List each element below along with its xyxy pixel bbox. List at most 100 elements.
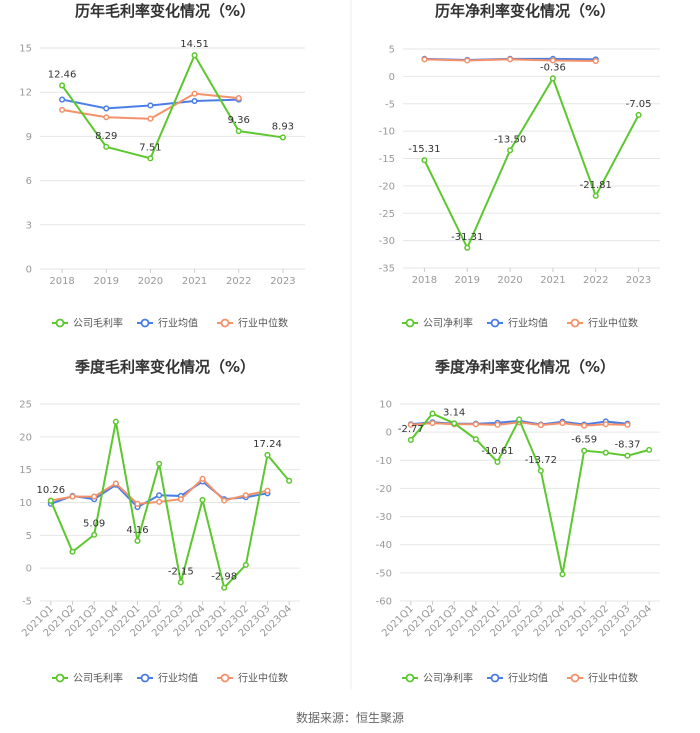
data-point [624,452,631,459]
legend-item[interactable]: 行业中位数 [217,672,288,685]
data-label: -7.05 [626,99,652,110]
legend: 公司毛利率 行业均值 行业中位数 [52,672,288,685]
data-point [242,561,249,568]
data-point [147,155,154,162]
legend-marker [570,318,580,328]
data-point [147,115,154,122]
y-tick-label: -25 [379,209,395,220]
data-point [235,95,242,102]
data-point [69,493,76,500]
data-label: 4.16 [126,525,148,536]
legend-marker [405,673,415,683]
y-tick-label: 0 [26,265,32,276]
y-tick-label: -20 [379,181,395,192]
y-tick-label: 15 [19,465,32,476]
legend-item[interactable]: 行业中位数 [567,672,638,685]
chart-1: 历年毛利率变化情况（%） 0 3 6 9 12 15 2018 2019 2020 2021 2022… [19,2,305,330]
data-point [646,446,653,453]
data-point [451,420,458,427]
legend-item[interactable]: 公司毛利率 [52,317,123,330]
data-point [464,57,471,64]
legend-item[interactable]: 行业中位数 [217,317,288,330]
data-point [429,410,436,417]
y-tick-label: -20 [376,484,392,495]
x-tick-label: 2023 [626,275,651,286]
data-point [221,584,228,591]
legend-item[interactable]: 公司净利率 [402,317,473,330]
y-tick-label: -15 [379,154,395,165]
data-label: -15.31 [408,144,440,155]
y-tick-label: 0 [26,564,32,575]
data-label: -2.15 [168,566,194,577]
data-point [472,421,479,428]
data-point [559,420,566,427]
x-tick-label: 2018 [412,275,437,286]
y-tick-label: 6 [26,176,32,187]
y-tick-label: -30 [379,236,395,247]
data-point [156,460,163,467]
data-point [59,96,66,103]
data-point [112,418,119,425]
series-company: -15.31 -31.31 -13.50 -0.36 -21.81 -7.05 [408,62,652,251]
data-point [549,57,556,64]
data-point [516,416,523,423]
legend-label: 公司净利率 [423,672,473,685]
data-point [134,500,141,507]
data-source-note: 数据来源：恒生聚源 [295,711,404,725]
x-tick-label: 2021 [182,276,207,287]
y-tick-label: 15 [19,44,32,55]
data-point [91,493,98,500]
legend-label: 行业均值 [158,317,198,330]
legend-item[interactable]: 公司净利率 [402,672,473,685]
data-point [103,143,110,150]
legend-item[interactable]: 公司毛利率 [52,672,123,685]
y-tick-label: -35 [379,264,395,275]
data-label: 9.36 [228,115,250,126]
data-point [472,436,479,443]
legend-item[interactable]: 行业均值 [137,317,198,330]
data-label: 8.93 [272,121,294,132]
legend-label: 行业中位数 [588,317,638,330]
data-point [91,531,98,538]
series-company: 12.46 8.29 7.51 14.51 9.36 8.93 [48,39,294,162]
data-label: -31.31 [451,232,483,243]
data-label: -10.61 [481,446,513,457]
data-point [191,97,198,105]
y-tick-label: -5 [385,99,395,110]
chart-title: 历年毛利率变化情况（%） [75,2,255,20]
data-label: 17.24 [253,439,282,450]
data-point [264,487,271,494]
legend-marker [405,318,415,328]
legend-item[interactable]: 行业中位数 [567,317,638,330]
data-label: -2.77 [398,424,424,435]
legend-item[interactable]: 行业均值 [487,317,548,330]
y-tick-label: 20 [19,432,32,443]
legend-label: 行业均值 [508,672,548,685]
legend-marker [490,318,500,328]
legend-marker [220,673,230,683]
data-label: -0.36 [540,62,566,73]
x-tick-label: 2020 [497,275,522,286]
legend-label: 公司净利率 [423,317,473,330]
data-point [407,421,414,428]
legend-item[interactable]: 行业均值 [487,672,548,685]
data-point [156,498,163,505]
data-label: 14.51 [180,39,209,50]
legend-item[interactable]: 行业均值 [137,672,198,685]
data-label: 12.46 [48,69,77,80]
legend-marker [490,673,500,683]
data-point [592,57,599,65]
y-tick-label: -10 [379,127,395,138]
data-point [494,458,501,466]
data-label: 3.14 [443,407,465,418]
data-label: -6.59 [571,435,597,446]
data-point [464,244,471,251]
data-label: -13.50 [494,134,526,145]
y-tick-label: 5 [389,45,395,56]
data-label: 7.51 [139,142,161,153]
data-point [549,75,556,82]
data-point [112,480,119,487]
legend: 公司净利率 行业均值 行业中位数 [402,672,638,685]
series-industry-median [59,90,242,122]
legend-label: 行业均值 [508,317,548,330]
